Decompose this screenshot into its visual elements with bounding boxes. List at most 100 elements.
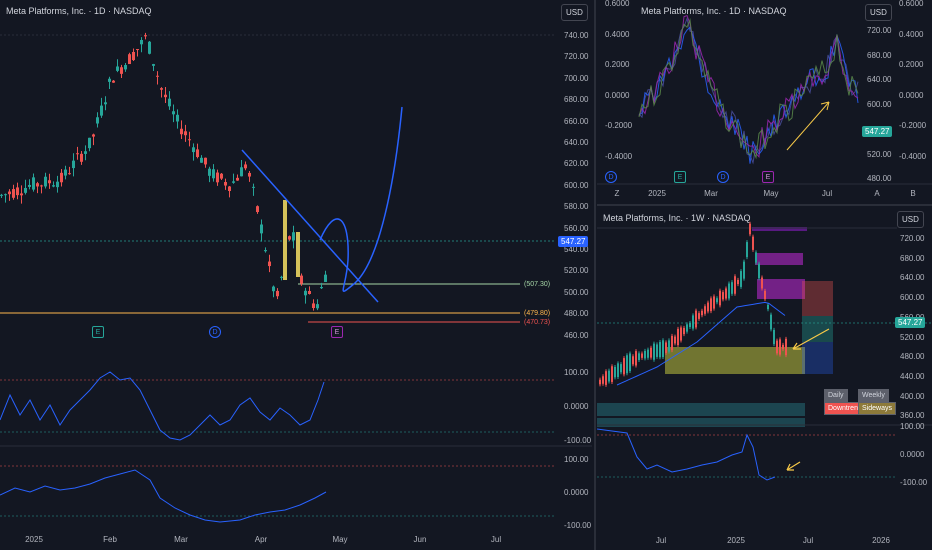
candle-down xyxy=(216,172,219,183)
target-zone xyxy=(802,342,833,374)
candle-down xyxy=(80,153,83,162)
dividend-marker[interactable]: D xyxy=(209,326,221,338)
main-chart-pane[interactable]: Meta Platforms, Inc. · 1D · NASDAQ USD 7… xyxy=(0,0,592,550)
weekly-candle-up xyxy=(758,263,760,279)
time-tick: Apr xyxy=(254,535,268,544)
weekly-candle-up xyxy=(668,340,670,352)
weekly-candle-up xyxy=(653,343,655,360)
time-tick: Jul xyxy=(802,536,814,545)
candle-down xyxy=(220,173,223,179)
candle-up xyxy=(32,177,35,190)
weekly-candle-down xyxy=(719,290,721,306)
osc-arrow-head xyxy=(786,463,794,471)
candle-up xyxy=(52,185,55,187)
annotation-arrow-head xyxy=(792,342,801,350)
candle-up xyxy=(192,147,195,153)
horizontal-divider[interactable] xyxy=(597,204,932,206)
tr-earnings-marker-1[interactable]: E xyxy=(674,171,686,183)
weekly-candle-up xyxy=(743,261,745,279)
price-scale-tick: 680.00 xyxy=(867,50,892,60)
tr-earnings-marker-2[interactable]: E xyxy=(762,171,774,183)
candle-down xyxy=(8,191,11,195)
candle-up xyxy=(280,276,283,278)
weekly-candle-down xyxy=(782,344,784,350)
osc2-tick: -100.00 xyxy=(564,521,592,530)
osc-tick: 100.00 xyxy=(900,422,925,431)
time-tick: May xyxy=(332,535,348,544)
time-tick: 2025 xyxy=(25,535,43,544)
top-right-chart-pane[interactable]: Meta Platforms, Inc. · 1D · NASDAQ USD 0… xyxy=(597,0,932,203)
candle-down xyxy=(204,157,207,165)
weekly-candle-up xyxy=(617,363,619,377)
osc2-line xyxy=(0,469,327,523)
top-right-series-line xyxy=(638,26,859,164)
weekly-candle-down xyxy=(776,340,778,354)
earnings-marker-1[interactable]: E xyxy=(92,326,104,338)
weekly-candle-down xyxy=(752,236,754,250)
top-right-series-line xyxy=(638,14,859,158)
osc-tick: -100.00 xyxy=(900,478,928,487)
candle-up xyxy=(88,137,91,149)
vertical-divider[interactable] xyxy=(594,0,596,550)
weekly-candle-up xyxy=(770,314,772,330)
price-tick: 540.00 xyxy=(564,245,589,254)
annotation-arrow xyxy=(786,101,830,151)
level-label-507: (507.30) xyxy=(524,281,551,288)
price-tick: 600.00 xyxy=(900,293,925,303)
right-scale-tick: 0.2000 xyxy=(899,60,924,69)
weekly-candle-up xyxy=(656,344,658,357)
left-scale-tick: 0.6000 xyxy=(605,0,630,8)
weekly-candle-up xyxy=(755,252,757,263)
candle-up xyxy=(200,157,203,163)
candle-down xyxy=(48,180,51,184)
earnings-marker-2[interactable]: E xyxy=(331,326,343,338)
weekly-candle-up xyxy=(614,366,616,378)
tr-dividend-marker-1[interactable]: D xyxy=(605,171,617,183)
price-tick: 500.00 xyxy=(564,287,589,297)
main-chart-canvas[interactable] xyxy=(0,0,592,550)
risk-zone xyxy=(802,281,833,316)
osc-tick: 0.0000 xyxy=(900,450,925,459)
weekly-candle-up xyxy=(608,370,610,382)
left-scale-tick: 0.4000 xyxy=(605,29,630,39)
candle-up xyxy=(96,117,99,124)
tr-dividend-marker-2[interactable]: D xyxy=(717,171,729,183)
top-right-chart-canvas[interactable] xyxy=(597,0,932,203)
weekly-candle-down xyxy=(632,356,634,365)
time-tick: B xyxy=(910,189,916,198)
candle-up xyxy=(0,194,3,196)
annotation-arrow-head xyxy=(820,101,830,111)
candle-down xyxy=(228,186,231,192)
weekly-candle-up xyxy=(692,315,694,329)
weekly-candle-down xyxy=(671,335,673,351)
candle-down xyxy=(196,149,199,157)
weekly-candle-down xyxy=(611,366,613,382)
bottom-right-currency-button[interactable]: USD xyxy=(897,211,924,228)
left-scale-tick: -0.4000 xyxy=(605,151,633,161)
price-tick: 640.00 xyxy=(900,273,925,283)
weekly-candle-down xyxy=(695,310,697,328)
price-tick: 700.00 xyxy=(564,73,589,83)
price-tick: 520.00 xyxy=(900,332,925,342)
weekly-candle-up xyxy=(686,324,688,332)
candle-down xyxy=(36,183,39,187)
main-currency-button[interactable]: USD xyxy=(561,4,588,21)
osc1-tick: 0.0000 xyxy=(564,402,589,411)
weekly-candle-up xyxy=(662,340,664,358)
bottom-right-chart-pane[interactable]: Meta Platforms, Inc. · 1W · NASDAQ USD 7… xyxy=(597,207,932,550)
price-scale-tick: 600.00 xyxy=(867,100,892,110)
weekly-candle-down xyxy=(677,328,679,346)
bottom-right-chart-canvas[interactable] xyxy=(597,207,932,550)
candle-up xyxy=(28,184,31,187)
time-tick: 2026 xyxy=(872,536,890,545)
weekly-candle-down xyxy=(641,353,643,358)
candle-down xyxy=(12,189,15,198)
candle-up xyxy=(100,105,103,116)
price-tick: 680.00 xyxy=(564,95,589,105)
candle-down xyxy=(92,134,95,137)
candle-up xyxy=(72,160,75,169)
weekly-candle-up xyxy=(659,342,661,358)
price-scale-tick: 640.00 xyxy=(867,75,892,85)
top-right-currency-button[interactable]: USD xyxy=(865,4,892,21)
bottom-right-last-price-badge: 547.27 xyxy=(895,317,926,328)
